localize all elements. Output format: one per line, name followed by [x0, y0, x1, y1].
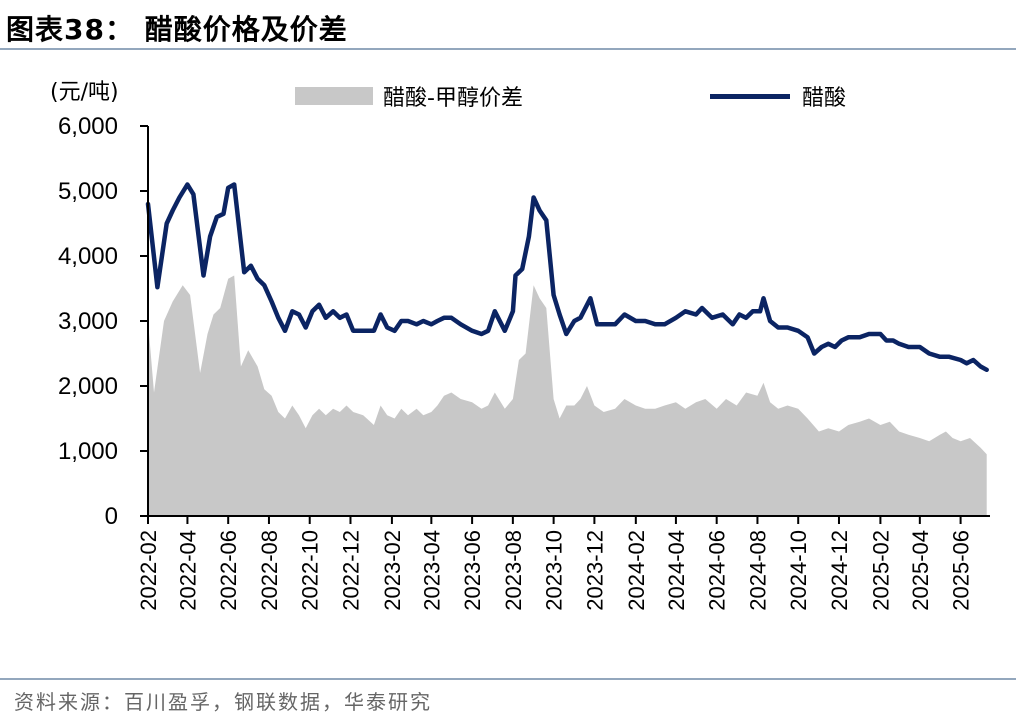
series-area-spread — [148, 275, 987, 516]
x-tick-label: 2024-06 — [705, 530, 730, 611]
series-line-acetic-acid — [145, 182, 989, 373]
y-tick-label: 5,000 — [58, 178, 118, 205]
y-axis-unit-label: (元/吨) — [50, 80, 119, 105]
legend-item-acetic-acid[interactable]: 醋酸 — [710, 80, 846, 112]
x-tick-label: 2024-04 — [664, 530, 689, 611]
x-tick-label: 2022-04 — [175, 530, 200, 611]
x-tick-label: 2023-12 — [582, 530, 607, 611]
source-note: 资料来源：百川盈孚，钢联数据，华泰研究 — [14, 690, 432, 714]
legend-swatch-area-icon — [295, 87, 373, 105]
x-tick-label: 2022-02 — [136, 530, 161, 611]
x-tick-label: 2024-08 — [745, 530, 770, 611]
x-tick-label: 2022-12 — [339, 530, 364, 611]
legend-swatch-line-icon — [710, 93, 790, 99]
y-tick-label: 0 — [105, 503, 118, 530]
y-tick-label: 2,000 — [58, 373, 118, 400]
x-tick-label: 2025-06 — [949, 530, 974, 611]
x-tick-label: 2023-02 — [380, 530, 405, 611]
x-tick-label: 2025-04 — [908, 530, 933, 611]
x-tick-label: 2025-02 — [868, 530, 893, 611]
x-tick-label: 2023-06 — [460, 530, 485, 611]
legend-label-spread: 醋酸-甲醇价差 — [383, 86, 523, 111]
bottom-rule — [0, 678, 1016, 680]
legend-label-acetic-acid: 醋酸 — [802, 86, 847, 111]
x-tick-label: 2022-08 — [257, 530, 282, 611]
legend-item-spread[interactable]: 醋酸-甲醇价差 — [295, 80, 523, 112]
y-tick-label: 1,000 — [58, 438, 118, 465]
x-tick-label: 2023-04 — [419, 530, 444, 611]
x-tick-label: 2024-02 — [624, 530, 649, 611]
x-tick-label: 2024-12 — [827, 530, 852, 611]
x-tick-label: 2024-10 — [786, 530, 811, 611]
x-tick-label: 2022-06 — [216, 530, 241, 611]
y-tick-label: 3,000 — [58, 308, 118, 335]
top-rule — [0, 48, 1016, 50]
x-tick-label: 2023-08 — [501, 530, 526, 611]
y-tick-label: 6,000 — [58, 113, 118, 140]
x-tick-label: 2022-10 — [298, 530, 323, 611]
x-tick-label: 2023-10 — [542, 530, 567, 611]
figure-title: 图表38： 醋酸价格及价差 — [6, 13, 348, 46]
y-tick-label: 4,000 — [58, 243, 118, 270]
